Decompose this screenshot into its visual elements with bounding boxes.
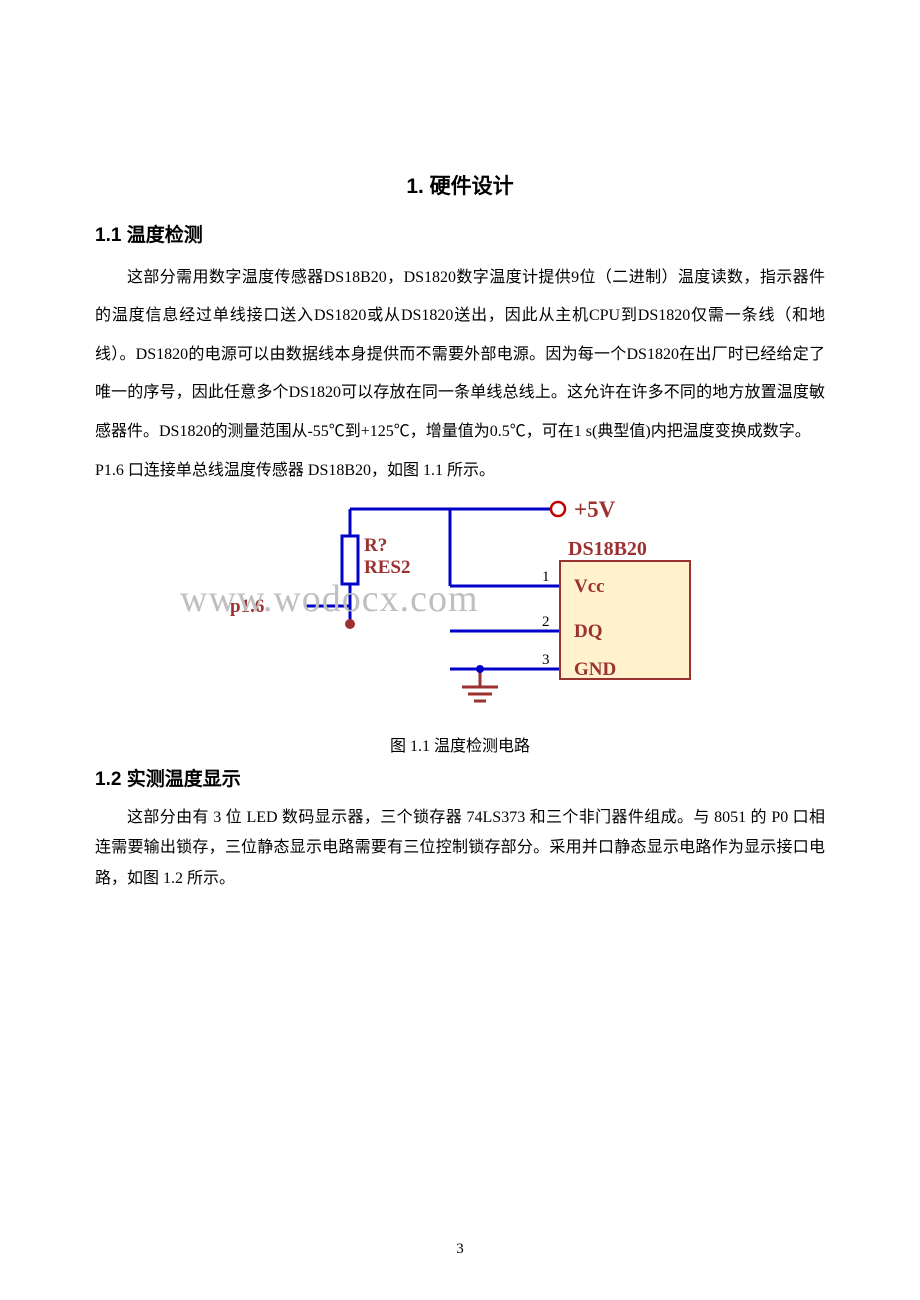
- svg-text:DS18B20: DS18B20: [568, 538, 647, 560]
- svg-text:1: 1: [542, 569, 550, 585]
- circuit-diagram: +5V R?RES2 p1.6 1 2 3 DS18B20 Vcc DQ GND: [220, 491, 700, 721]
- figure-1-1-caption: 图 1.1 温度检测电路: [95, 732, 825, 756]
- svg-text:R?: R?: [364, 535, 387, 556]
- svg-text:GND: GND: [574, 659, 616, 680]
- chapter-title: 1. 硬件设计: [95, 170, 825, 200]
- svg-text:2: 2: [542, 614, 550, 630]
- svg-text:RES2: RES2: [364, 557, 410, 578]
- page-number: 3: [0, 1241, 920, 1258]
- section-1-2-title: 1.2 实测温度显示: [95, 764, 825, 791]
- section-1-1-para-1: 这部分需用数字温度传感器DS18B20，DS1820数字温度计提供9位（二进制）…: [95, 259, 825, 451]
- section-1-1-title: 1.1 温度检测: [95, 220, 825, 247]
- section-1-1-para-2: P1.6 口连接单总线温度传感器 DS18B20，如图 1.1 所示。: [95, 455, 825, 487]
- svg-text:p1.6: p1.6: [230, 596, 264, 617]
- svg-text:+5V: +5V: [574, 497, 616, 522]
- svg-text:DQ: DQ: [574, 621, 603, 642]
- section-1-2-para-1: 这部分由有 3 位 LED 数码显示器，三个锁存器 74LS373 和三个非门器…: [95, 803, 825, 894]
- svg-text:Vcc: Vcc: [574, 576, 605, 597]
- svg-text:3: 3: [542, 652, 550, 668]
- figure-1-1: +5V R?RES2 p1.6 1 2 3 DS18B20 Vcc DQ GND 图 1.1 温度…: [95, 491, 825, 756]
